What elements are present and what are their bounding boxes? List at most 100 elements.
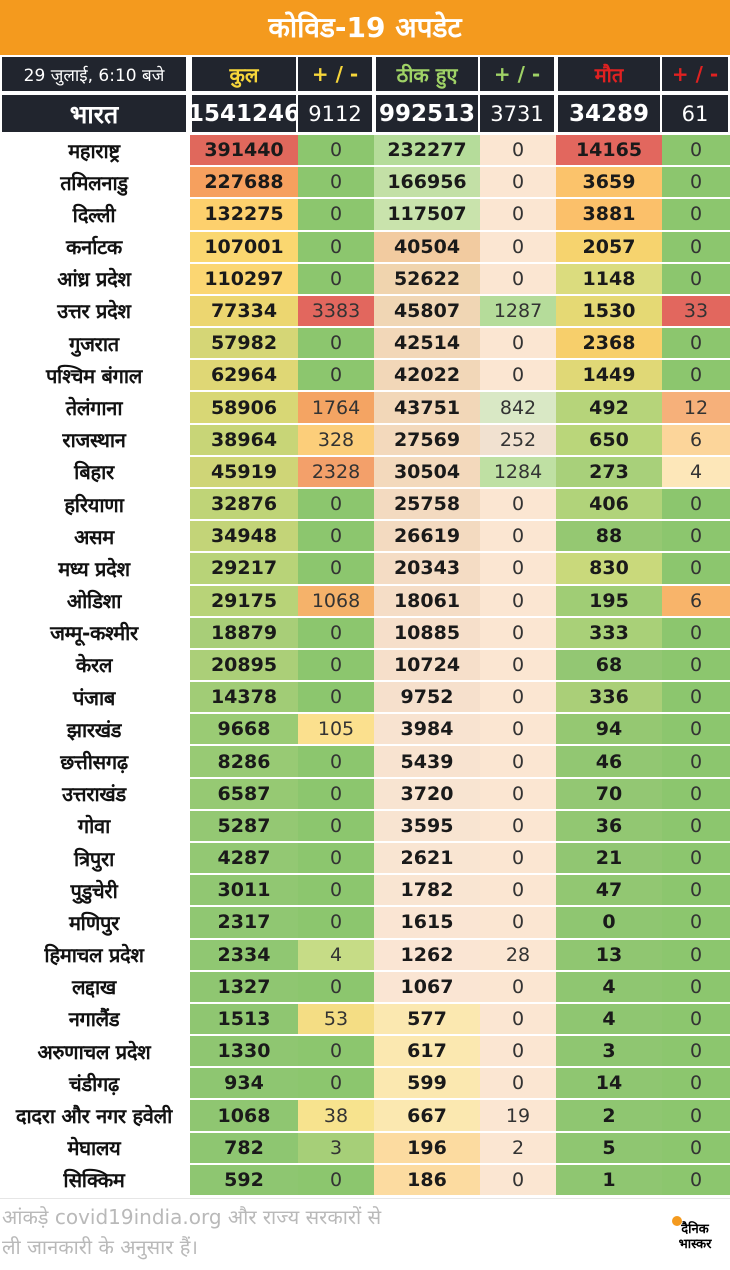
- state-recovered: 667: [374, 1100, 480, 1131]
- state-recovered-delta: 0: [480, 167, 556, 198]
- state-name: मध्य प्रदेश: [2, 553, 186, 584]
- national-total-row: भारत 1541246 9112 992513 3731 34289 61: [0, 93, 730, 134]
- state-recovered: 1262: [374, 939, 480, 970]
- national-deaths-delta: 61: [662, 95, 728, 132]
- logo-line-2: भास्कर: [678, 1237, 712, 1252]
- state-recovered: 1067: [374, 971, 480, 1002]
- state-name: लद्दाख: [2, 971, 186, 1002]
- state-name: दादरा और नगर हवेली: [2, 1100, 186, 1131]
- state-total-delta: 0: [298, 360, 374, 391]
- state-name: छत्तीसगढ़: [2, 746, 186, 777]
- state-deaths-delta: 0: [662, 199, 730, 230]
- national-name: भारत: [2, 95, 186, 132]
- state-deaths: 70: [556, 778, 662, 809]
- state-total-delta: 0: [298, 649, 374, 681]
- logo-line-1: दैनिक: [681, 1222, 709, 1237]
- state-total: 2334: [190, 939, 298, 970]
- table-row: राजस्थान 38964 328 27569 252 650 6: [0, 424, 730, 456]
- state-total-delta: 0: [298, 167, 374, 198]
- state-recovered-delta: 19: [480, 1100, 556, 1131]
- state-name: जम्मू-कश्मीर: [2, 617, 186, 648]
- national-total-delta: 9112: [298, 95, 372, 132]
- state-recovered-delta: 0: [480, 553, 556, 584]
- state-total: 57982: [190, 328, 298, 359]
- table-row: पंजाब 14378 0 9752 0 336 0: [0, 681, 730, 713]
- state-name: गुजरात: [2, 328, 186, 359]
- state-recovered: 42022: [374, 360, 480, 391]
- state-name: केरल: [2, 649, 186, 681]
- state-deaths: 3: [556, 1036, 662, 1067]
- state-recovered-delta: 0: [480, 1068, 556, 1099]
- state-deaths-delta: 0: [662, 682, 730, 713]
- state-deaths-delta: 0: [662, 1100, 730, 1131]
- state-total: 3011: [190, 875, 298, 906]
- state-recovered-delta: 0: [480, 875, 556, 906]
- table-row: अरुणाचल प्रदेश 1330 0 617 0 3 0: [0, 1035, 730, 1067]
- state-deaths-delta: 6: [662, 424, 730, 455]
- state-deaths-delta: 12: [662, 392, 730, 423]
- state-recovered-delta: 0: [480, 907, 556, 938]
- state-total: 110297: [190, 263, 298, 294]
- header-total-delta: + / -: [298, 57, 372, 91]
- state-total: 2317: [190, 907, 298, 938]
- table-row: चंडीगढ़ 934 0 599 0 14 0: [0, 1067, 730, 1099]
- table-row: हरियाणा 32876 0 25758 0 406 0: [0, 488, 730, 520]
- dainik-bhaskar-logo: दैनिक भास्कर: [668, 1216, 722, 1258]
- state-name: गोवा: [2, 810, 186, 841]
- table-row: मेघालय 782 3 196 2 5 0: [0, 1132, 730, 1164]
- state-deaths-delta: 0: [662, 939, 730, 970]
- state-deaths: 1530: [556, 295, 662, 327]
- state-total-delta: 1068: [298, 585, 374, 616]
- state-recovered-delta: 0: [480, 617, 556, 648]
- state-name: तमिलनाडु: [2, 167, 186, 198]
- state-deaths-delta: 0: [662, 649, 730, 681]
- state-recovered: 3984: [374, 714, 480, 745]
- state-deaths: 1148: [556, 263, 662, 294]
- state-deaths-delta: 4: [662, 456, 730, 487]
- state-total: 18879: [190, 617, 298, 648]
- state-total-delta: 0: [298, 617, 374, 648]
- table-row: महाराष्ट्र 391440 0 232277 0 14165 0: [0, 134, 730, 166]
- state-total: 6587: [190, 778, 298, 809]
- state-total-delta: 0: [298, 746, 374, 777]
- table-row: दादरा और नगर हवेली 1068 38 667 19 2 0: [0, 1099, 730, 1131]
- state-recovered-delta: 0: [480, 810, 556, 841]
- state-total: 934: [190, 1068, 298, 1099]
- state-name: पंजाब: [2, 682, 186, 713]
- state-name: मणिपुर: [2, 907, 186, 938]
- state-total-delta: 2328: [298, 456, 374, 487]
- state-recovered: 3720: [374, 778, 480, 809]
- state-recovered: 186: [374, 1164, 480, 1195]
- state-name: हरियाणा: [2, 489, 186, 520]
- state-deaths: 88: [556, 521, 662, 552]
- state-recovered: 42514: [374, 328, 480, 359]
- state-total-delta: 0: [298, 1068, 374, 1099]
- state-total: 34948: [190, 521, 298, 552]
- state-total-delta: 0: [298, 875, 374, 906]
- state-recovered-delta: 0: [480, 746, 556, 777]
- state-total: 227688: [190, 167, 298, 198]
- state-recovered-delta: 0: [480, 328, 556, 359]
- state-name: दिल्ली: [2, 199, 186, 230]
- state-name: महाराष्ट्र: [2, 135, 186, 166]
- state-total: 4287: [190, 843, 298, 874]
- table-row: सिक्किम 592 0 186 0 1 0: [0, 1164, 730, 1196]
- table-row: झारखंड 9668 105 3984 0 94 0: [0, 713, 730, 745]
- state-total: 32876: [190, 489, 298, 520]
- state-total: 132275: [190, 199, 298, 230]
- state-deaths-delta: 0: [662, 553, 730, 584]
- state-deaths: 5: [556, 1132, 662, 1163]
- state-total-delta: 0: [298, 328, 374, 359]
- state-deaths-delta: 0: [662, 521, 730, 552]
- state-name: पुडुचेरी: [2, 875, 186, 906]
- state-deaths-delta: 0: [662, 810, 730, 841]
- state-total: 20895: [190, 649, 298, 681]
- state-recovered: 25758: [374, 489, 480, 520]
- state-total-delta: 0: [298, 199, 374, 230]
- state-deaths-delta: 0: [662, 1164, 730, 1195]
- state-name: झारखंड: [2, 714, 186, 745]
- state-recovered: 10724: [374, 649, 480, 681]
- state-total-delta: 1764: [298, 392, 374, 423]
- state-total-delta: 38: [298, 1100, 374, 1131]
- state-recovered: 27569: [374, 424, 480, 455]
